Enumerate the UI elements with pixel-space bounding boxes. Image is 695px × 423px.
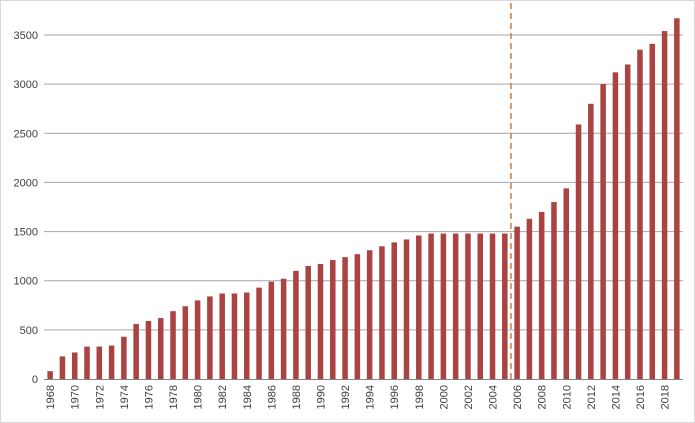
bar-2015 bbox=[624, 64, 631, 379]
bar-1982 bbox=[219, 293, 225, 379]
x-tick-label: 2012 bbox=[586, 385, 598, 409]
bar-2005 bbox=[502, 233, 508, 379]
bar-1993 bbox=[354, 254, 361, 379]
bar-2003 bbox=[477, 233, 484, 379]
x-tick-label: 1986 bbox=[266, 385, 278, 409]
bar-1984 bbox=[243, 292, 250, 379]
x-tick-label: 1988 bbox=[291, 385, 303, 409]
bar-1995 bbox=[379, 246, 385, 379]
bar-2008 bbox=[538, 211, 545, 379]
bar-2009 bbox=[551, 202, 557, 379]
y-tick-label: 0 bbox=[32, 374, 38, 386]
y-tick-label: 1000 bbox=[14, 276, 38, 288]
bar-1973 bbox=[108, 345, 115, 379]
y-tick-label: 1500 bbox=[14, 227, 38, 239]
bar-1971 bbox=[84, 346, 90, 379]
bar-1976 bbox=[145, 321, 152, 379]
bar-1975 bbox=[133, 323, 139, 379]
bar-1999 bbox=[428, 233, 434, 379]
bar-1987 bbox=[280, 278, 287, 379]
bar-2018 bbox=[661, 31, 668, 379]
x-tick-label: 1968 bbox=[45, 385, 57, 409]
y-tick-label: 2500 bbox=[14, 128, 38, 140]
x-tick-label: 1982 bbox=[217, 385, 229, 409]
x-tick-label: 2010 bbox=[561, 385, 573, 409]
x-tick-label: 2018 bbox=[660, 385, 672, 409]
x-tick-label: 1978 bbox=[168, 385, 180, 409]
bar-1977 bbox=[157, 318, 164, 379]
bar-2016 bbox=[637, 49, 643, 379]
bar-2002 bbox=[465, 233, 471, 379]
bar-2014 bbox=[612, 72, 619, 379]
bar-1988 bbox=[293, 270, 299, 379]
bar-1968 bbox=[47, 371, 53, 379]
x-tick-label: 1984 bbox=[242, 385, 254, 409]
bar-1978 bbox=[170, 311, 176, 379]
x-tick-label: 2006 bbox=[512, 385, 524, 409]
x-axis-ticks: 1968 1970 1972 1974 1976 1978 1980 1982 1984 1986… bbox=[45, 385, 671, 409]
x-tick-label: 1990 bbox=[315, 385, 327, 409]
bar-1980 bbox=[194, 300, 201, 379]
bar-2007 bbox=[526, 218, 533, 379]
bar-1991 bbox=[330, 260, 336, 379]
x-tick-label: 1976 bbox=[143, 385, 155, 409]
x-tick-label: 1972 bbox=[94, 385, 106, 409]
y-tick-label: 500 bbox=[20, 325, 38, 337]
bar-1970 bbox=[71, 352, 78, 379]
bar-1992 bbox=[342, 257, 348, 379]
x-tick-label: 2016 bbox=[635, 385, 647, 409]
bar-1979 bbox=[182, 306, 189, 379]
x-tick-label: 1994 bbox=[365, 385, 377, 409]
bar-1996 bbox=[391, 242, 397, 379]
bar-1981 bbox=[207, 296, 213, 379]
bar-1994 bbox=[366, 250, 373, 379]
bar-1983 bbox=[231, 293, 238, 379]
x-tick-label: 2002 bbox=[463, 385, 475, 409]
x-tick-label: 1998 bbox=[414, 385, 426, 409]
y-tick-label: 3500 bbox=[14, 30, 38, 42]
x-tick-label: 1974 bbox=[119, 385, 131, 409]
x-tick-label: 1996 bbox=[389, 385, 401, 409]
x-tick-label: 2008 bbox=[537, 385, 549, 409]
y-tick-label: 3000 bbox=[14, 79, 38, 91]
x-tick-label: 2004 bbox=[488, 385, 500, 409]
x-tick-label: 1970 bbox=[70, 385, 82, 409]
y-tick-label: 2000 bbox=[14, 177, 38, 189]
x-tick-label: 1980 bbox=[193, 385, 205, 409]
bar-1974 bbox=[121, 336, 127, 379]
x-tick-label: 2000 bbox=[438, 385, 450, 409]
gridlines bbox=[44, 34, 683, 331]
bar-1972 bbox=[96, 346, 103, 379]
bar-2001 bbox=[452, 233, 459, 379]
bar-2000 bbox=[440, 233, 447, 379]
bar-1989 bbox=[305, 265, 311, 379]
x-tick-label: 2014 bbox=[610, 385, 622, 409]
bar-1985 bbox=[256, 287, 262, 379]
bar-1997 bbox=[403, 239, 410, 379]
bar-1986 bbox=[268, 281, 275, 379]
bar-2012 bbox=[588, 103, 594, 380]
bar-1969 bbox=[59, 356, 66, 379]
bar-1998 bbox=[416, 235, 422, 379]
bar-1990 bbox=[317, 264, 324, 379]
x-tick-label: 1992 bbox=[340, 385, 352, 409]
bar-2019 bbox=[674, 18, 680, 379]
bar-2010 bbox=[563, 188, 570, 379]
bar-2006 bbox=[514, 226, 520, 379]
bar-2013 bbox=[600, 84, 606, 380]
y-axis-ticks: 0 500 1000 1500 2000 2500 3000 3500 bbox=[14, 30, 38, 386]
bar-2017 bbox=[649, 43, 656, 380]
bar-2011 bbox=[575, 124, 582, 379]
bars bbox=[47, 18, 680, 380]
bar-2004 bbox=[489, 233, 496, 379]
